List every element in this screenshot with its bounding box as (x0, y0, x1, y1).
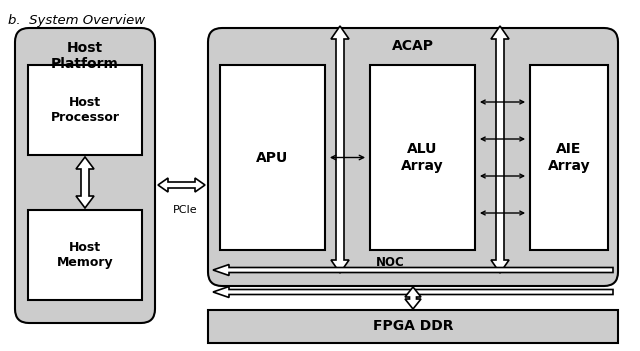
Text: Host
Processor: Host Processor (51, 96, 120, 124)
Bar (220, 65, 325, 250)
Polygon shape (331, 26, 349, 273)
Text: AIE
Array: AIE Array (548, 143, 590, 173)
Text: Host
Platform: Host Platform (51, 41, 119, 71)
Bar (28, 210, 142, 300)
Polygon shape (405, 287, 421, 309)
Polygon shape (213, 286, 613, 298)
FancyBboxPatch shape (208, 28, 618, 286)
Bar (208, 310, 618, 343)
FancyBboxPatch shape (15, 28, 155, 323)
Text: FPGA DDR: FPGA DDR (372, 319, 453, 333)
Text: NOC: NOC (376, 256, 404, 269)
Polygon shape (491, 26, 509, 273)
Polygon shape (158, 178, 205, 192)
Polygon shape (213, 265, 613, 276)
Text: PCIe: PCIe (173, 205, 197, 215)
Text: ACAP: ACAP (392, 39, 434, 53)
Text: ALU
Array: ALU Array (401, 143, 444, 173)
Bar (28, 65, 142, 155)
Text: b.  System Overview: b. System Overview (8, 14, 145, 27)
Polygon shape (76, 157, 94, 208)
Text: Host
Memory: Host Memory (57, 241, 113, 269)
Bar (530, 65, 608, 250)
Bar (370, 65, 475, 250)
Text: APU: APU (257, 151, 289, 165)
